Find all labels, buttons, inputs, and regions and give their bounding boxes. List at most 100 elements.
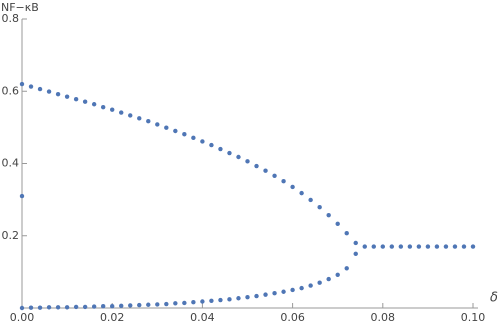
point: [344, 231, 349, 236]
point: [335, 221, 340, 227]
point: [254, 163, 259, 169]
y-tick-label: 0.6: [2, 84, 20, 97]
x-tick-label: 0.08: [371, 311, 396, 323]
point: [317, 205, 322, 210]
point: [173, 301, 178, 306]
point: [452, 244, 458, 249]
point: [254, 293, 259, 299]
point: [218, 146, 223, 152]
point: [272, 290, 277, 296]
point: [290, 287, 295, 293]
point: [119, 303, 124, 309]
x-tick-label: 0.04: [190, 311, 215, 323]
point: [362, 244, 367, 249]
point: [37, 305, 43, 310]
point: [398, 244, 404, 249]
point: [191, 135, 196, 141]
point: [146, 302, 151, 307]
point: [73, 96, 79, 102]
point: [227, 150, 232, 156]
point: [308, 197, 313, 203]
point: [236, 154, 241, 160]
point: [137, 116, 142, 121]
point: [191, 300, 196, 305]
point: [46, 89, 52, 94]
point: [209, 142, 214, 148]
point: [236, 296, 241, 301]
point: [64, 305, 70, 310]
point: [335, 272, 340, 277]
point: [28, 84, 34, 89]
point: [137, 302, 142, 308]
point: [182, 300, 187, 306]
point: [389, 244, 395, 249]
point: [425, 244, 431, 249]
point: [155, 302, 160, 307]
point: [245, 159, 250, 164]
point: [299, 285, 304, 291]
point: [407, 244, 413, 249]
point: [110, 303, 115, 309]
point: [28, 305, 34, 310]
point: [443, 244, 449, 249]
y-axis-label: NF−κB: [1, 1, 39, 14]
point: [55, 91, 61, 97]
point: [37, 86, 43, 92]
x-axis-label: δ: [490, 291, 498, 306]
y-tick-label: 0.8: [2, 12, 20, 25]
point: [209, 298, 214, 303]
point: [272, 173, 277, 178]
point: [82, 304, 88, 310]
point: [470, 244, 476, 249]
point: [164, 301, 169, 307]
point: [317, 280, 322, 285]
point: [281, 289, 286, 294]
point: [128, 303, 133, 308]
point: [299, 190, 304, 196]
point: [200, 299, 205, 304]
point: [353, 240, 358, 246]
point: [326, 212, 331, 218]
point: [164, 125, 169, 130]
point: [371, 244, 376, 249]
point: [290, 184, 295, 190]
point: [218, 297, 223, 303]
point: [110, 107, 115, 112]
x-tick-label: 0.10: [461, 311, 486, 323]
point: [227, 297, 232, 302]
x-tick-label: 0.06: [280, 311, 305, 323]
point: [173, 128, 178, 134]
point: [155, 122, 160, 127]
point: [91, 102, 97, 107]
x-tick-label: 0.00: [10, 311, 35, 323]
y-tick-label: 0.4: [2, 157, 20, 170]
point: [281, 179, 286, 184]
point: [416, 244, 422, 249]
point: [263, 168, 268, 173]
point: [182, 132, 187, 137]
point: [73, 304, 79, 310]
x-tick-label: 0.02: [100, 311, 125, 323]
point: [344, 266, 349, 271]
point: [263, 292, 268, 297]
point: [91, 304, 97, 309]
point: [146, 119, 151, 124]
point: [200, 139, 205, 144]
point: [64, 94, 70, 99]
point: [245, 294, 250, 300]
y-tick-label: 0.2: [2, 229, 20, 242]
point: [100, 303, 106, 309]
point: [461, 244, 467, 249]
point: [308, 283, 313, 288]
point: [19, 305, 25, 311]
point: [434, 244, 440, 249]
point: [19, 193, 25, 199]
point: [46, 305, 52, 310]
point: [19, 81, 25, 87]
point: [353, 251, 358, 257]
point: [100, 104, 106, 110]
point: [380, 244, 385, 249]
point: [119, 110, 124, 115]
point: [82, 99, 88, 104]
